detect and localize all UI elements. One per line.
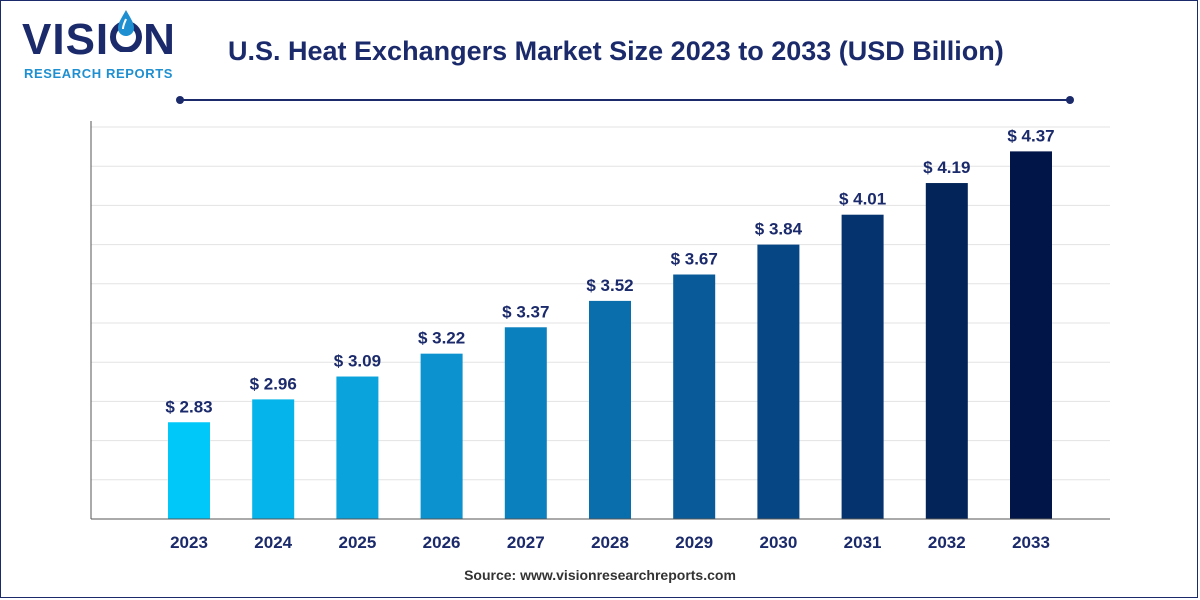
source-note: Source: www.visionresearchreports.com [464, 567, 736, 583]
bar-2033 [1010, 151, 1052, 520]
chart-title: U.S. Heat Exchangers Market Size 2023 to… [228, 36, 1004, 66]
bar-2023 [168, 422, 210, 519]
title-rule [180, 99, 1070, 101]
logo-wordmark-left: VISI [22, 15, 110, 64]
data-label-2029: $ 3.67 [671, 250, 718, 269]
bar-2024 [252, 399, 295, 519]
data-label-2024: $ 2.96 [250, 374, 297, 393]
x-tick-label-2033: 2033 [1012, 533, 1050, 552]
data-label-2028: $ 3.52 [586, 276, 633, 295]
bar-2031 [841, 214, 884, 519]
data-label-2031: $ 4.01 [839, 190, 886, 209]
data-label-2027: $ 3.37 [502, 302, 549, 321]
x-tick-label-2030: 2030 [759, 533, 797, 552]
data-label-2026: $ 3.22 [418, 329, 465, 348]
bar-2027 [504, 327, 547, 519]
data-label-2023: $ 2.83 [165, 397, 212, 416]
data-label-2032: $ 4.19 [923, 158, 970, 177]
x-tick-label-2029: 2029 [675, 533, 713, 552]
x-tick-label-2023: 2023 [170, 533, 208, 552]
data-label-2033: $ 4.37 [1007, 126, 1054, 145]
bar-2028 [589, 300, 631, 519]
bars: $ 2.83 $ 2.96 $ 3.09 $ 3.22 $ 3.37 $ 3.52 $ 3.… [165, 126, 1055, 520]
bar-2032 [925, 183, 968, 519]
axes: 2023 2024 2025 2026 2027 2028 2029 2030 2031 2032… [90, 121, 1110, 552]
logo-wordmark: VISI N [22, 10, 176, 64]
bar-2030 [757, 244, 800, 519]
logo-drop-icon [109, 10, 143, 56]
x-tick-label-2025: 2025 [338, 533, 376, 552]
x-tick-label-2031: 2031 [844, 533, 882, 552]
x-tick-label-2032: 2032 [928, 533, 966, 552]
data-label-2025: $ 3.09 [334, 352, 381, 371]
title-rule-dot-right [1066, 96, 1074, 104]
bar-2026 [420, 353, 463, 519]
bar-2025 [336, 376, 379, 519]
bar-2029 [673, 274, 716, 519]
x-tick-label-2028: 2028 [591, 533, 629, 552]
x-tick-label-2026: 2026 [423, 533, 461, 552]
logo-tagline: RESEARCH REPORTS [24, 66, 174, 81]
title-rule-dot-left [176, 96, 184, 104]
brand-logo: VISI N RESEARCH REPORTS [22, 10, 192, 85]
x-tick-label-2024: 2024 [254, 533, 292, 552]
data-label-2030: $ 3.84 [755, 220, 803, 239]
x-tick-label-2027: 2027 [507, 533, 545, 552]
logo-wordmark-right: N [143, 15, 176, 64]
